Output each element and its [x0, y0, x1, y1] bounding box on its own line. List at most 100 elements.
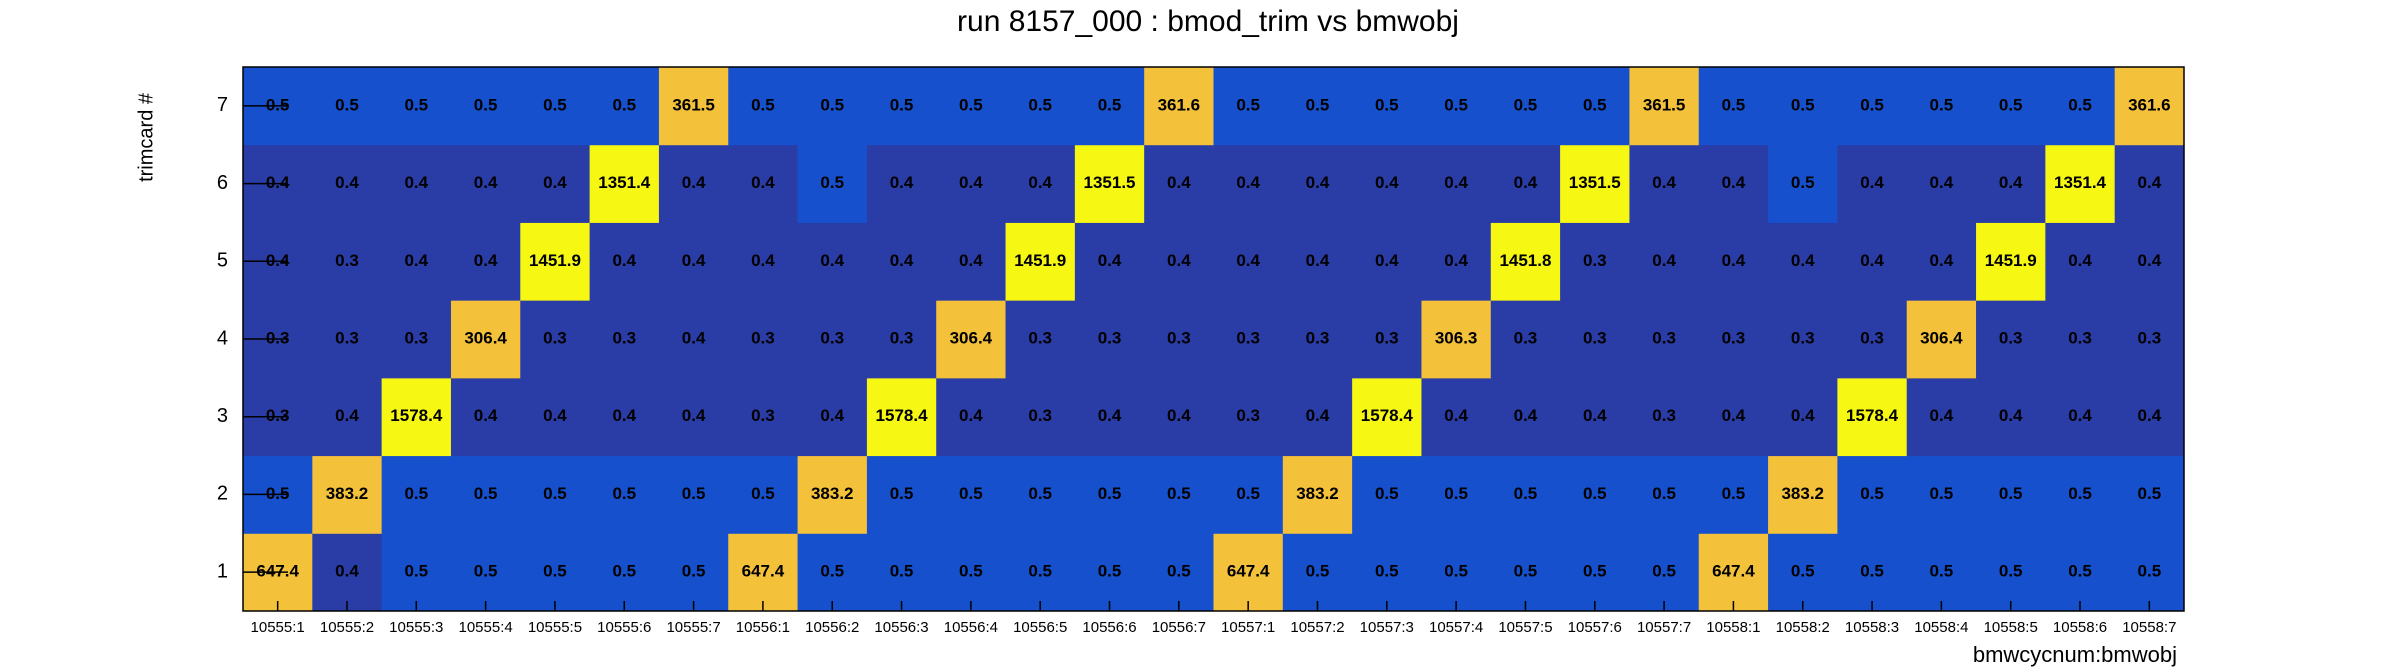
x-tick-label: 10555:7 [666, 619, 720, 636]
cell [797, 533, 868, 612]
x-tick-label: 10556:6 [1082, 619, 1136, 636]
cell-label: 0.5 [612, 562, 636, 581]
cell-label: 0.4 [474, 406, 498, 425]
cell [1421, 67, 1492, 146]
cell-label: 0.5 [1098, 484, 1122, 503]
cell-label: 0.3 [1028, 328, 1052, 347]
cell [1352, 222, 1422, 301]
cell [728, 67, 799, 146]
cell-label: 0.5 [2068, 95, 2092, 114]
cell [936, 67, 1007, 146]
cell [450, 222, 521, 301]
cell-label: 383.2 [1296, 484, 1339, 503]
cell [520, 533, 591, 612]
cell [1421, 144, 1492, 223]
cell [936, 533, 1007, 612]
cell-label: 0.5 [543, 484, 567, 503]
cell-label: 0.5 [1930, 95, 1954, 114]
x-tick-label: 10555:1 [251, 619, 305, 636]
cell-label: 306.4 [950, 328, 993, 347]
cell [797, 377, 868, 457]
cell [1629, 67, 1700, 146]
cell-label: 0.5 [1860, 95, 1884, 114]
cell [450, 300, 521, 379]
cell [1352, 300, 1422, 379]
cell [520, 377, 591, 457]
cell [1213, 222, 1284, 301]
x-tick-label: 10558:4 [1914, 619, 1968, 636]
cell [450, 144, 521, 223]
cell [2045, 144, 2116, 223]
cell [2045, 222, 2116, 301]
cell-label: 0.4 [820, 251, 844, 270]
cell [1560, 144, 1630, 223]
cell-label: 0.4 [1444, 406, 1468, 425]
cell [728, 300, 799, 379]
cell [312, 144, 383, 223]
cell-label: 383.2 [1781, 484, 1824, 503]
cell [1144, 300, 1214, 379]
cell-label: 0.5 [751, 95, 775, 114]
cell [1213, 455, 1284, 534]
cell [1976, 222, 2046, 301]
cell [312, 455, 383, 534]
x-tick-label: 10555:2 [320, 619, 374, 636]
cell [1698, 533, 1769, 612]
cell-label: 0.4 [1375, 251, 1399, 270]
x-tick-label: 10556:3 [874, 619, 928, 636]
x-tick-label: 10556:7 [1152, 619, 1206, 636]
cell-label: 0.4 [1028, 173, 1052, 192]
cell-label: 0.4 [751, 251, 775, 270]
cell-label: 1351.4 [598, 173, 651, 192]
cell-label: 0.5 [1722, 95, 1746, 114]
cell-label: 0.3 [1583, 328, 1607, 347]
cell-label: 0.3 [1514, 328, 1538, 347]
cell [1421, 533, 1492, 612]
cell [1629, 300, 1700, 379]
cell [2114, 144, 2185, 223]
cell-label: 0.5 [1860, 562, 1884, 581]
cell-label: 647.4 [742, 562, 785, 581]
cell [1282, 144, 1353, 223]
cell [1005, 377, 1076, 457]
cell-label: 0.4 [682, 251, 706, 270]
cell-label: 0.5 [474, 562, 498, 581]
cell [1282, 455, 1353, 534]
cell-label: 0.4 [1306, 251, 1330, 270]
cell-label: 0.4 [1722, 251, 1746, 270]
cell [658, 300, 729, 379]
cell-label: 0.5 [1028, 484, 1052, 503]
cell [1698, 377, 1769, 457]
cell [1906, 144, 1977, 223]
cell-label: 0.4 [1930, 406, 1954, 425]
y-tick-label: 6 [217, 172, 228, 194]
cell-label: 0.4 [1306, 173, 1330, 192]
cell [1906, 533, 1977, 612]
cell [1074, 300, 1145, 379]
cell-label: 0.4 [1098, 406, 1122, 425]
cell-label: 0.5 [1167, 562, 1191, 581]
cell [312, 377, 383, 457]
cell [658, 67, 729, 146]
cell-label: 0.5 [890, 95, 914, 114]
cell [2114, 222, 2185, 301]
cell-label: 0.5 [1236, 484, 1260, 503]
cell [589, 222, 660, 301]
cell-label: 0.4 [1514, 406, 1538, 425]
chart-title: run 8157_000 : bmod_trim vs bmwobj [957, 5, 1459, 38]
cell [1560, 222, 1630, 301]
cell [2114, 455, 2185, 534]
cell-label: 1351.5 [1084, 173, 1136, 192]
cell [1213, 533, 1284, 612]
x-tick-label: 10558:1 [1706, 619, 1760, 636]
cell [797, 144, 868, 223]
cell-label: 0.4 [682, 328, 706, 347]
cell [1421, 455, 1492, 534]
cell-label: 0.3 [1306, 328, 1330, 347]
cell-label: 0.5 [1791, 562, 1815, 581]
cell [797, 67, 868, 146]
cell-label: 0.5 [2068, 484, 2092, 503]
cell-label: 0.5 [266, 95, 290, 114]
cell-label: 306.4 [464, 328, 507, 347]
